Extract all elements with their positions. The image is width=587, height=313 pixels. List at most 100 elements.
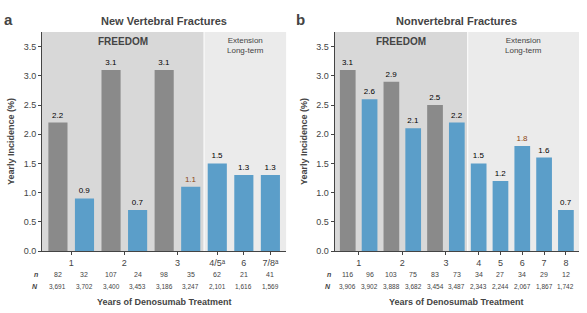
svg-text:107: 107 [105,271,117,278]
svg-text:3,902: 3,902 [361,283,378,290]
svg-text:2.9: 2.9 [386,70,398,79]
svg-text:1.5: 1.5 [316,159,329,169]
svg-text:1.2: 1.2 [495,169,507,178]
svg-text:ExtensionLong-term: ExtensionLong-term [505,36,542,55]
svg-text:73: 73 [453,271,461,278]
svg-text:Nonvertebral Fractures: Nonvertebral Fractures [396,15,517,27]
svg-text:6: 6 [241,258,246,268]
svg-text:b: b [296,11,305,28]
svg-text:1.8: 1.8 [516,134,528,143]
svg-text:8: 8 [563,258,568,268]
svg-text:0.0: 0.0 [24,246,37,256]
svg-text:2.2: 2.2 [451,111,463,120]
svg-text:New Vertebral Fractures: New Vertebral Fractures [101,15,227,27]
svg-text:1: 1 [69,258,74,268]
svg-text:83: 83 [431,271,439,278]
svg-text:2.0: 2.0 [24,129,37,139]
svg-text:1.0: 1.0 [316,188,329,198]
svg-text:2,244: 2,244 [492,283,509,290]
svg-text:3,247: 3,247 [182,283,199,290]
svg-text:n: n [34,271,38,278]
svg-text:62: 62 [213,271,221,278]
svg-text:116: 116 [342,271,353,278]
svg-text:7/8ᵃ: 7/8ᵃ [262,258,279,268]
svg-text:1.1: 1.1 [185,175,197,184]
svg-text:3.1: 3.1 [342,58,354,67]
svg-text:3,453: 3,453 [129,283,146,290]
svg-text:2,343: 2,343 [470,283,487,290]
svg-text:32: 32 [80,271,88,278]
svg-text:2.5: 2.5 [24,100,37,110]
svg-text:1,616: 1,616 [235,283,252,290]
svg-text:1,867: 1,867 [536,283,553,290]
svg-text:35: 35 [187,271,195,278]
svg-text:ExtensionLong-term: ExtensionLong-term [227,36,264,55]
svg-text:27: 27 [496,271,504,278]
svg-text:3,682: 3,682 [405,283,422,290]
svg-text:98: 98 [160,271,168,278]
svg-text:0.0: 0.0 [316,246,329,256]
svg-text:3,487: 3,487 [448,283,465,290]
svg-text:2.2: 2.2 [52,111,64,120]
svg-text:0.7: 0.7 [132,198,144,207]
svg-text:Years of Denosumab Treatment: Years of Denosumab Treatment [97,297,232,307]
svg-text:3.1: 3.1 [105,58,117,67]
svg-text:0.7: 0.7 [560,198,572,207]
svg-text:3.5: 3.5 [24,42,37,52]
svg-text:3,691: 3,691 [49,283,66,290]
svg-text:1: 1 [356,258,361,268]
svg-text:Yearly Incidence (%): Yearly Incidence (%) [6,98,16,185]
svg-text:3.5: 3.5 [316,42,329,52]
svg-text:96: 96 [366,271,374,278]
svg-text:2,067: 2,067 [514,283,531,290]
svg-text:75: 75 [409,271,417,278]
svg-text:103: 103 [385,271,397,278]
svg-text:3: 3 [175,258,180,268]
svg-text:3,906: 3,906 [339,283,356,290]
svg-text:3,400: 3,400 [103,283,120,290]
svg-text:29: 29 [540,271,548,278]
svg-text:N: N [325,283,331,290]
svg-text:3,888: 3,888 [383,283,400,290]
svg-text:41: 41 [266,271,274,278]
svg-text:6: 6 [520,258,525,268]
svg-text:N: N [32,283,38,290]
svg-text:2: 2 [400,258,405,268]
svg-text:FREEDOM: FREEDOM [98,36,148,47]
svg-text:Years of Denosumab Treatment: Years of Denosumab Treatment [389,297,524,307]
svg-text:3,702: 3,702 [76,283,93,290]
svg-text:5: 5 [498,258,503,268]
svg-text:3: 3 [443,258,448,268]
svg-text:2: 2 [122,258,127,268]
svg-text:4/5ᵃ: 4/5ᵃ [209,258,226,268]
svg-text:1.6: 1.6 [538,146,550,155]
svg-text:2.5: 2.5 [429,93,441,102]
svg-text:2.1: 2.1 [407,116,419,125]
svg-text:Yearly Incidence (%): Yearly Incidence (%) [299,98,309,185]
svg-text:1.3: 1.3 [265,163,277,172]
svg-text:a: a [4,11,13,28]
svg-text:1,742: 1,742 [557,283,574,290]
svg-text:3,454: 3,454 [427,283,444,290]
svg-text:1,569: 1,569 [262,283,279,290]
svg-text:0.9: 0.9 [79,186,91,195]
svg-text:21: 21 [240,271,248,278]
svg-text:82: 82 [54,271,62,278]
svg-text:n: n [327,271,331,278]
svg-text:2.6: 2.6 [364,87,376,96]
svg-text:2.0: 2.0 [316,129,329,139]
svg-text:0.5: 0.5 [316,217,329,227]
svg-text:12: 12 [562,271,570,278]
svg-text:2,101: 2,101 [209,283,226,290]
svg-text:34: 34 [475,271,483,278]
svg-text:4: 4 [476,258,481,268]
svg-text:3.0: 3.0 [316,71,329,81]
svg-text:1.5: 1.5 [211,151,223,160]
svg-text:34: 34 [518,271,526,278]
svg-text:24: 24 [134,271,142,278]
svg-text:3.1: 3.1 [158,58,170,67]
svg-text:1.5: 1.5 [473,151,485,160]
svg-text:FREEDOM: FREEDOM [376,36,426,47]
svg-text:1.3: 1.3 [238,163,250,172]
svg-text:1.0: 1.0 [24,188,37,198]
